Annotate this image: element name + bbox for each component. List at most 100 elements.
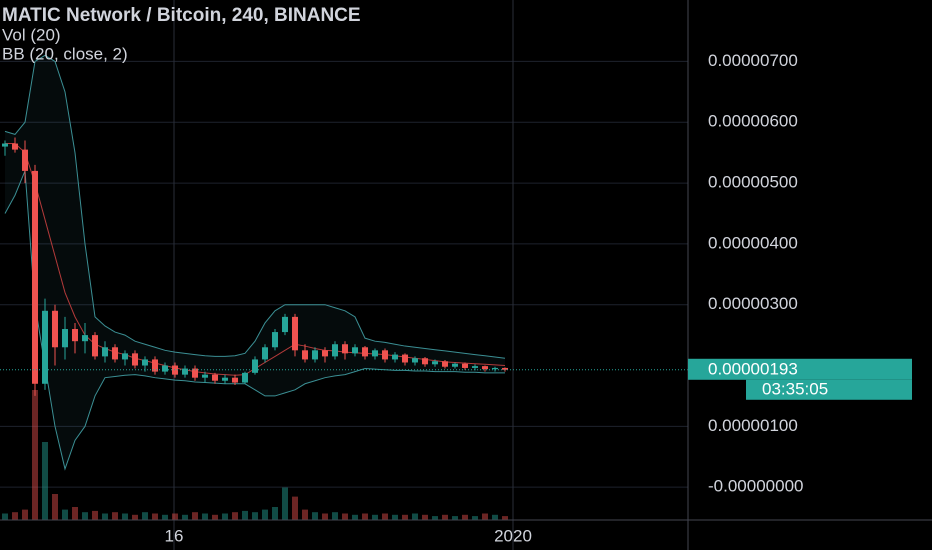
indicator-label: Vol (20) xyxy=(2,25,61,44)
volume-bar xyxy=(112,512,118,520)
indicator-label: BB (20, close, 2) xyxy=(2,44,128,63)
volume-bar xyxy=(442,514,448,520)
bollinger-line xyxy=(4,54,506,359)
candle-body xyxy=(292,316,298,351)
candle-body xyxy=(312,350,318,360)
price-axis: 0.00000700 0.00000600 0.00000500 0.00000400… xyxy=(165,51,912,545)
candle-body xyxy=(72,329,78,342)
candle-body xyxy=(472,366,478,368)
candle-body xyxy=(372,350,378,357)
volume-bar xyxy=(72,507,78,520)
y-tick-label: 0.00000700 xyxy=(708,51,798,70)
candle-body xyxy=(412,358,418,363)
candle-body xyxy=(122,353,128,360)
candle-body xyxy=(432,361,438,365)
volume-bar xyxy=(432,516,438,520)
candle-body xyxy=(12,143,18,150)
candle-body xyxy=(32,170,38,384)
y-tick-label: 0.00000600 xyxy=(708,112,798,131)
candle-body xyxy=(452,363,458,367)
volume-bar xyxy=(172,513,178,520)
y-tick-label: 0.00000400 xyxy=(708,233,798,252)
last-price-label: 0.00000193 xyxy=(708,359,798,378)
x-tick-label: 2020 xyxy=(494,526,532,545)
volume-bar xyxy=(452,516,458,520)
candle-body xyxy=(42,310,48,384)
candle-body xyxy=(282,316,288,333)
volume-bar xyxy=(52,494,58,520)
volume-bar xyxy=(492,514,498,520)
volume-bar xyxy=(162,514,168,520)
volume-bar xyxy=(132,514,138,520)
candle-body xyxy=(252,359,258,373)
volume-bar xyxy=(402,514,408,520)
volume-bar xyxy=(382,513,388,520)
candle-body xyxy=(302,350,308,360)
volume-bar xyxy=(182,514,188,520)
candle-body xyxy=(82,335,88,342)
candle-body xyxy=(442,361,448,367)
volume-bar xyxy=(312,512,318,520)
volume-bar xyxy=(192,512,198,520)
volume-bar xyxy=(322,513,328,520)
candle-body xyxy=(182,368,188,375)
volume-bar xyxy=(122,513,128,520)
candle-body xyxy=(112,347,118,360)
volume-bar xyxy=(142,512,148,520)
volume-bar xyxy=(42,442,48,520)
y-tick-label: 0.00000500 xyxy=(708,173,798,192)
volume-bar xyxy=(242,510,248,520)
candle-body xyxy=(92,335,98,357)
volume-bar xyxy=(362,513,368,520)
candle-body xyxy=(422,358,428,365)
volume-bar xyxy=(252,512,258,520)
candle-body xyxy=(392,354,398,360)
volume-bar xyxy=(262,509,268,520)
y-tick-label: 0.00000100 xyxy=(708,416,798,435)
volume-bar xyxy=(282,487,288,520)
countdown-label: 03:35:05 xyxy=(762,379,828,398)
candle-body xyxy=(352,347,358,354)
candle-body xyxy=(212,374,218,381)
volume-bar xyxy=(272,507,278,520)
candle-body xyxy=(482,366,488,370)
candle-body xyxy=(202,374,208,378)
volume-bar xyxy=(2,513,8,520)
candle-body xyxy=(132,353,138,366)
candle-body xyxy=(232,377,238,383)
volume-bar xyxy=(222,513,228,520)
candle-body xyxy=(142,359,148,366)
volume-bar xyxy=(352,514,358,520)
volume-bar xyxy=(392,514,398,520)
volume-bar xyxy=(62,509,68,520)
volume-bar xyxy=(152,513,158,520)
grid xyxy=(0,0,688,550)
volume-bar xyxy=(332,512,338,520)
volume-bar xyxy=(342,513,348,520)
candle-body xyxy=(382,350,388,360)
volume-bar xyxy=(12,512,18,520)
band-fill xyxy=(5,55,505,469)
volume-bar xyxy=(412,513,418,520)
volume-bar xyxy=(102,513,108,520)
volume-bar xyxy=(82,512,88,520)
candle-body xyxy=(332,344,338,357)
volume-bar xyxy=(302,509,308,520)
volume-bar xyxy=(232,512,238,520)
candle-body xyxy=(192,368,198,378)
candle-body xyxy=(462,363,468,368)
bollinger-line xyxy=(4,170,505,471)
candle-body xyxy=(362,347,368,357)
volume-bar xyxy=(462,514,468,520)
candle-body xyxy=(152,359,158,372)
candle-body xyxy=(22,149,28,171)
candle-body xyxy=(402,354,408,363)
volume-bar xyxy=(472,516,478,520)
candle-body xyxy=(2,143,8,147)
y-tick-label: 0.00000300 xyxy=(708,294,798,313)
candle-body xyxy=(242,372,248,383)
candle-body xyxy=(162,365,168,372)
candle-body xyxy=(322,350,328,357)
